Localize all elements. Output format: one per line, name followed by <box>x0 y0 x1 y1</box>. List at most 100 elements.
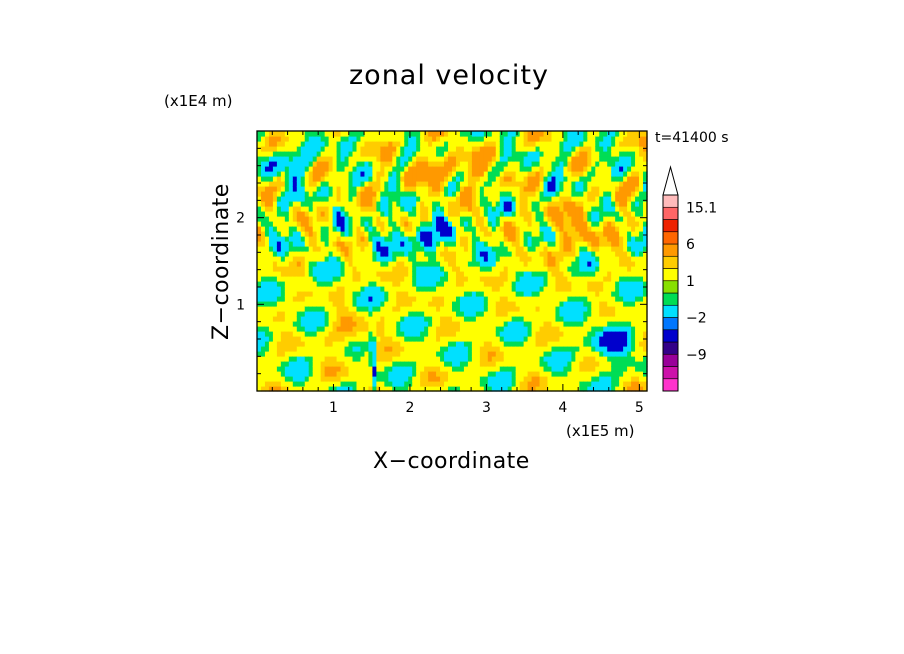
heatmap-cell <box>268 326 274 332</box>
heatmap-cell <box>412 136 417 142</box>
heatmap-cell <box>567 326 572 332</box>
heatmap-cell <box>316 236 322 242</box>
heatmap-cell <box>288 331 294 337</box>
heatmap-cell <box>475 296 481 302</box>
heatmap-cell <box>336 311 342 317</box>
heatmap-cell <box>527 216 533 222</box>
heatmap-cell <box>555 366 561 372</box>
heatmap-cell <box>372 356 377 362</box>
heatmap-cell <box>543 276 549 282</box>
heatmap-cell <box>543 311 549 317</box>
heatmap-cell <box>316 376 322 382</box>
heatmap-cell <box>623 376 628 382</box>
heatmap-cell <box>635 246 640 252</box>
heatmap-cell <box>595 186 600 192</box>
heatmap-cell <box>280 156 286 162</box>
heatmap-cell <box>424 321 429 327</box>
heatmap-cell <box>408 231 413 237</box>
heatmap-cell <box>320 286 326 292</box>
heatmap-cell <box>364 326 370 332</box>
heatmap-cell <box>260 256 266 262</box>
heatmap-cell <box>380 196 385 202</box>
heatmap-cell <box>619 311 624 317</box>
heatmap-cell <box>448 346 453 352</box>
heatmap-cell <box>360 256 366 262</box>
heatmap-cell <box>623 236 628 242</box>
heatmap-cell <box>452 206 457 212</box>
heatmap-cell <box>356 201 362 207</box>
heatmap-cell <box>519 361 525 367</box>
heatmap-cell <box>471 346 477 352</box>
heatmap-cell <box>459 226 465 232</box>
heatmap-cell <box>368 311 374 317</box>
heatmap-cell <box>635 201 640 207</box>
heatmap-cell <box>527 336 533 342</box>
heatmap-cell <box>483 151 489 157</box>
heatmap-cell <box>400 386 405 392</box>
heatmap-cell <box>603 376 608 382</box>
heatmap-cell <box>627 316 632 322</box>
heatmap-cell <box>571 201 576 207</box>
heatmap-cell <box>499 281 505 287</box>
heatmap-cell <box>579 206 584 212</box>
heatmap-cell <box>384 386 389 392</box>
heatmap-cell <box>591 226 596 232</box>
heatmap-cell <box>440 386 445 392</box>
heatmap-cell <box>587 146 592 152</box>
heatmap-cell <box>571 216 576 222</box>
heatmap-cell <box>503 251 509 257</box>
heatmap-cell <box>459 196 465 202</box>
heatmap-cell <box>579 196 584 202</box>
heatmap-cell <box>539 266 545 272</box>
heatmap-cell <box>539 316 545 322</box>
heatmap-cell <box>364 141 370 147</box>
heatmap-cell <box>575 361 580 367</box>
heatmap-cell <box>475 266 481 272</box>
heatmap-cell <box>372 171 377 177</box>
heatmap-cell <box>563 291 569 297</box>
heatmap-cell <box>440 321 445 327</box>
heatmap-cell <box>276 201 282 207</box>
heatmap-cell <box>316 286 322 292</box>
heatmap-cell <box>463 336 469 342</box>
heatmap-cell <box>296 146 302 152</box>
heatmap-cell <box>400 156 405 162</box>
heatmap-cell <box>571 296 576 302</box>
heatmap-cell <box>316 371 322 377</box>
heatmap-cell <box>631 256 636 262</box>
heatmap-cell <box>607 156 612 162</box>
heatmap-cell <box>344 231 350 237</box>
heatmap-cell <box>257 291 262 297</box>
heatmap-cell <box>260 171 266 177</box>
heatmap-cell <box>428 281 433 287</box>
heatmap-cell <box>599 271 604 277</box>
heatmap-cell <box>515 191 521 197</box>
heatmap-cell <box>531 336 537 342</box>
heatmap-cell <box>535 211 541 217</box>
heatmap-cell <box>635 311 640 317</box>
heatmap-cell <box>579 216 584 222</box>
heatmap-cell <box>623 296 628 302</box>
heatmap-cell <box>284 241 290 247</box>
heatmap-cell <box>631 366 636 372</box>
heatmap-cell <box>400 346 405 352</box>
heatmap-cell <box>559 311 565 317</box>
heatmap-cell <box>623 326 628 332</box>
heatmap-cell <box>539 241 545 247</box>
heatmap-cell <box>304 351 310 357</box>
heatmap-cell <box>328 346 334 352</box>
heatmap-cell <box>519 226 525 232</box>
heatmap-cell <box>551 336 557 342</box>
heatmap-cell <box>316 281 322 287</box>
heatmap-cell <box>380 291 385 297</box>
heatmap-cell <box>288 316 294 322</box>
heatmap-cell <box>344 236 350 242</box>
heatmap-cell <box>412 131 417 137</box>
heatmap-cell <box>276 296 282 302</box>
heatmap-cell <box>288 246 294 252</box>
heatmap-cell <box>364 211 370 217</box>
heatmap-cell <box>531 376 537 382</box>
heatmap-cell <box>264 246 270 252</box>
heatmap-cell <box>611 356 616 362</box>
heatmap-cell <box>448 341 453 347</box>
